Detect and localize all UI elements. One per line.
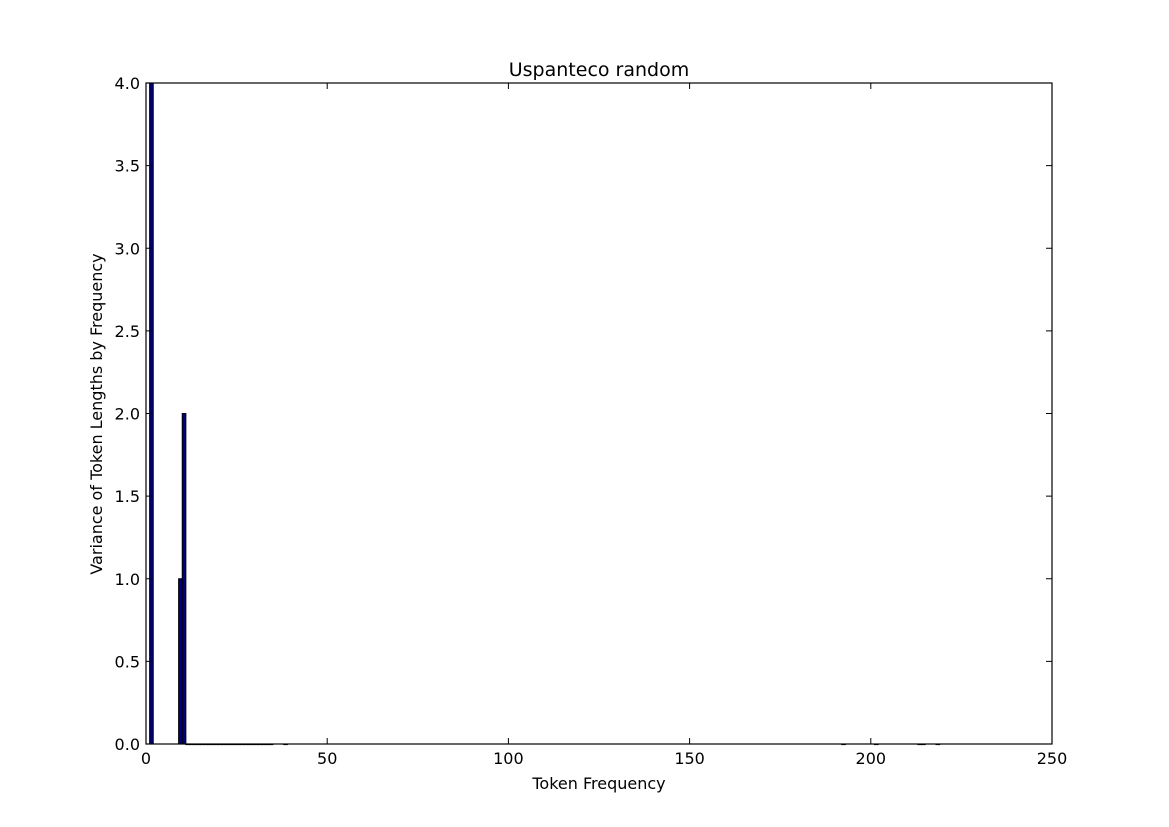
x-tick-label: 200 xyxy=(856,749,887,768)
y-tick-label: 1.5 xyxy=(115,487,140,506)
x-tick-label: 0 xyxy=(141,749,151,768)
x-tick-label: 50 xyxy=(317,749,337,768)
plot-frame xyxy=(145,82,1053,745)
y-tick-label: 1.0 xyxy=(115,570,140,589)
chart-title: Uspanteco random xyxy=(509,59,690,81)
x-axis-label: Token Frequency xyxy=(531,774,665,793)
y-tick-label: 2.0 xyxy=(115,405,140,424)
ticks-layer: 0 50 100 150 200 250 0.0 0.5 1.0 1.5 2.0 2.5 3.0 3.5 4… xyxy=(115,74,1068,768)
y-tick-label: 2.5 xyxy=(115,322,140,341)
bar xyxy=(181,413,187,745)
bar xyxy=(178,578,183,745)
y-tick-label: 0.0 xyxy=(115,735,140,754)
y-axis-label: Variance of Token Lengths by Frequency xyxy=(87,253,106,574)
y-tick-label: 3.5 xyxy=(115,157,140,176)
y-tick-label: 0.5 xyxy=(115,652,140,671)
x-tick-label: 150 xyxy=(674,749,705,768)
y-tick-label: 4.0 xyxy=(115,74,140,93)
x-tick-label: 250 xyxy=(1037,749,1068,768)
x-tick-label: 100 xyxy=(493,749,524,768)
y-tick-label: 3.0 xyxy=(115,239,140,258)
